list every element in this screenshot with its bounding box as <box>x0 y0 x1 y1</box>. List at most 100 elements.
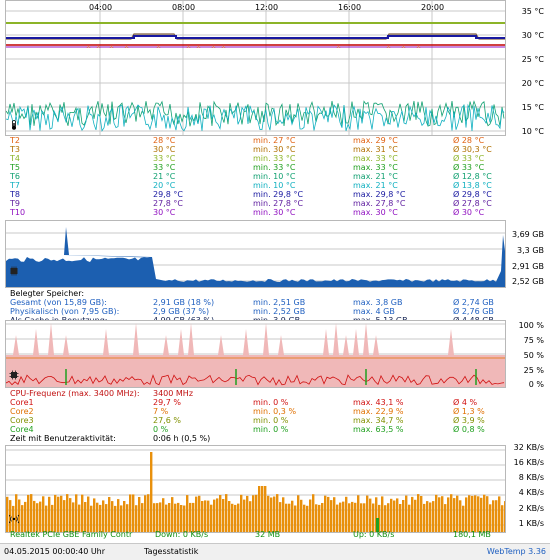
net-bar <box>57 496 60 532</box>
net-bar <box>264 486 267 532</box>
net-bar <box>171 497 174 532</box>
temp-sensor-min: min. 27,8 °C <box>253 199 304 208</box>
cpu-panel <box>5 320 506 388</box>
temp-sensor-cur: 28 °C <box>153 136 176 145</box>
net-bar <box>213 499 216 532</box>
net-bar <box>504 501 505 532</box>
net-bar <box>54 494 57 532</box>
cpu-load-spike <box>263 323 269 355</box>
series-t7-line <box>6 103 505 132</box>
net-bar <box>291 500 294 532</box>
net-bar <box>189 502 192 532</box>
status-app-link[interactable]: WebTemp 3.36 <box>486 547 546 556</box>
net-bar <box>231 503 234 532</box>
cpu-core-avg: Ø 0,8 % <box>453 425 485 434</box>
net-bar <box>63 500 66 532</box>
temp-sensor-cur: 20 °C <box>153 181 176 190</box>
memory-y-axis: 3,69 GB 3,3 GB 2,91 GB 2,52 GB <box>506 220 550 288</box>
temp-sensor-avg: Ø 28 °C <box>453 136 485 145</box>
cpu-frequency-value: 3400 MHz <box>153 389 194 398</box>
net-bar <box>450 494 453 532</box>
net-bar <box>411 496 414 532</box>
cpu-core-name: Core4 <box>10 425 34 434</box>
net-bar <box>477 496 480 532</box>
series-t2-marker: ^ <box>109 46 114 53</box>
net-bar <box>342 501 345 532</box>
cpu-load-spike <box>243 329 249 355</box>
net-bar <box>108 497 111 532</box>
net-bar <box>156 503 159 532</box>
net-bar <box>111 501 114 532</box>
net-bar <box>405 495 408 532</box>
net-bar <box>75 494 78 532</box>
net-bar <box>99 504 102 532</box>
net-bar <box>336 504 339 532</box>
mem-stat-avg: Ø 2,74 GB <box>453 298 494 307</box>
net-bar <box>6 496 9 532</box>
net-bar <box>441 496 444 532</box>
cpu-core-cur: 7 % <box>153 407 169 416</box>
net-bar <box>480 497 483 532</box>
mem-stat-cur: 2,9 GB (37 %) <box>153 307 210 316</box>
net-bar <box>51 504 54 532</box>
net-bar <box>357 495 360 532</box>
cpu-load-spike <box>133 323 139 355</box>
cpu-core-avg: Ø 4 % <box>453 398 478 407</box>
net-bar <box>363 503 366 532</box>
network-chart <box>6 449 505 532</box>
net-bar <box>372 503 375 532</box>
net-bar <box>42 496 45 532</box>
net-bar <box>198 495 201 532</box>
cpu-load-spike <box>323 329 329 355</box>
net-bar <box>408 504 411 532</box>
net-bar <box>474 495 477 532</box>
status-mode[interactable]: Tagesstatistik <box>144 547 199 556</box>
net-bar <box>45 505 48 532</box>
net-bar <box>123 501 126 532</box>
series-t2-marker: ^ <box>86 46 91 53</box>
temp-sensor-cur: 30 °C <box>153 145 176 154</box>
net-bar <box>132 494 135 532</box>
temp-sensor-avg: Ø 30,3 °C <box>453 145 492 154</box>
net-bar <box>162 498 165 532</box>
mem-y-label: 3,3 GB <box>517 246 544 255</box>
temp-sensor-min: min. 30 °C <box>253 145 296 154</box>
cpu-load-chart <box>6 323 505 387</box>
mem-stat-name: Gesamt (von 15,89 GB): <box>10 298 107 307</box>
cpu-core-name: Core3 <box>10 416 34 425</box>
net-bar <box>285 503 288 532</box>
net-bar <box>471 495 474 532</box>
net-bar <box>432 501 435 532</box>
temp-sensor-max: max. 27,8 °C <box>353 199 406 208</box>
cpu-core-name: Core1 <box>10 398 34 407</box>
net-bar <box>90 505 93 532</box>
temp-sensor-name: T9 <box>10 199 20 208</box>
status-datetime: 04.05.2015 00:00:40 Uhr <box>4 547 106 556</box>
temp-sensor-min: min. 29,8 °C <box>253 190 304 199</box>
cpu-y-axis: 100 % 75 % 50 % 25 % 0 % <box>506 320 550 389</box>
temp-sensor-cur: 30 °C <box>153 208 176 217</box>
net-bar <box>144 495 147 532</box>
mem-stat-min: min. 2,52 GB <box>253 307 306 316</box>
net-bar <box>36 503 39 532</box>
net-bar <box>249 501 252 532</box>
net-y-label: 8 KB/s <box>518 473 544 482</box>
temp-sensor-row: T6 21 °C min. 10 °C max. 21 °C Ø 12,8 °C <box>10 172 550 181</box>
net-bar <box>360 503 363 532</box>
net-bar <box>294 505 297 532</box>
memory-area <box>6 227 505 287</box>
temp-sensor-row: T8 29,8 °C min. 29,8 °C max. 29,8 °C Ø 29,8 … <box>10 190 550 199</box>
cpu-core-min: min. 0,3 % <box>253 407 297 416</box>
series-core1-line <box>6 374 505 386</box>
net-bar <box>126 504 129 532</box>
net-bar <box>381 496 384 532</box>
net-bar <box>24 501 27 532</box>
net-bar <box>276 494 279 532</box>
net-bar <box>66 494 69 532</box>
net-bar <box>204 500 207 532</box>
net-bar <box>246 495 249 532</box>
temp-sensor-avg: Ø 33 °C <box>453 163 485 172</box>
net-bar <box>468 495 471 532</box>
net-bar <box>444 504 447 532</box>
series-t2-marker: ^ <box>196 46 201 53</box>
